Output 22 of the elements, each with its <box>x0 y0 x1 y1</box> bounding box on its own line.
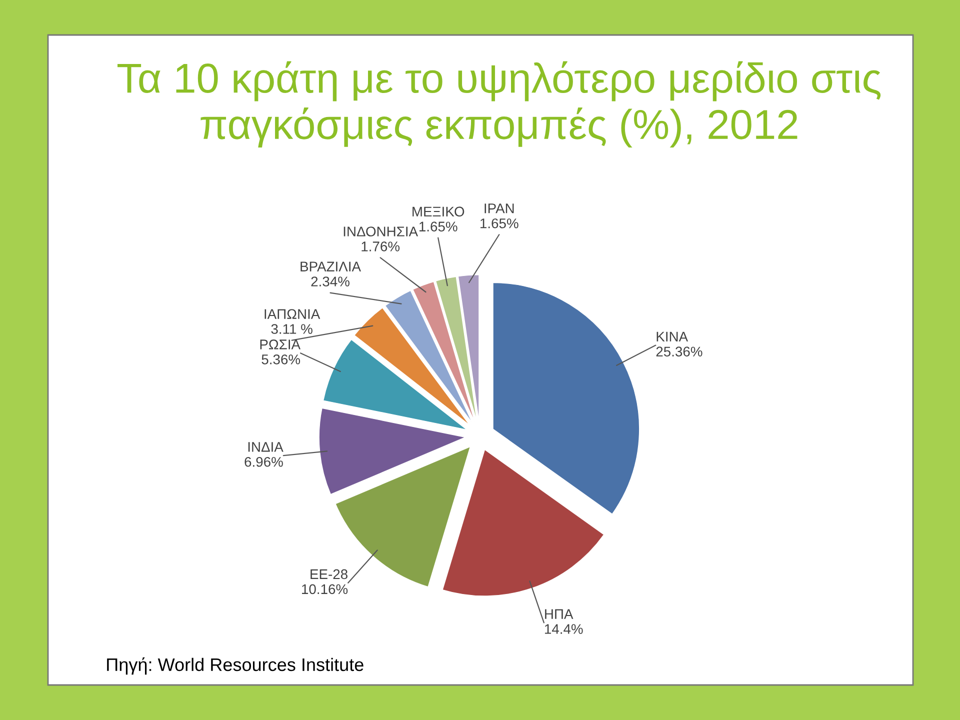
data-label: 5.36% <box>262 354 300 364</box>
slice-label: ΡΩΣΙΑ <box>260 340 301 350</box>
slice-label: ΗΠΑ <box>545 609 574 619</box>
slice-label: ΜΕΞΙΚΟ <box>412 206 464 217</box>
data-label: 1.65% <box>419 222 458 232</box>
data-label: 14.4% <box>544 624 583 634</box>
data-label: 10.16% <box>302 584 348 594</box>
slice-label: ΙΡΑΝ <box>484 204 514 214</box>
data-label: 1.76% <box>362 242 400 252</box>
chart-title: Τα 10 κράτη με το υψηλότερο μερίδιο στις παγκόσμιες εκπομπές (%), 2012 <box>118 61 881 148</box>
text: Πηγή: World Resources Institute <box>107 657 364 675</box>
data-label: 25.36% <box>656 346 702 357</box>
data-label: 3.11 % <box>271 324 312 334</box>
data-label: 1.65% <box>480 218 518 228</box>
data-label: 6.96% <box>244 456 283 467</box>
slice-label: ΙΑΠΩΝΙΑ <box>264 309 320 319</box>
slice-label: ΙΝΔΙΑ <box>248 442 284 452</box>
slice-label: ΕΕ-28 <box>310 569 348 580</box>
slice-label: ΒΡΑΖΙΛΙΑ <box>300 262 361 272</box>
slice-label: ΙΝΔΟΝΗΣΙΑ <box>344 226 418 236</box>
data-label: 2.34% <box>311 276 350 286</box>
slice-label: ΚΙΝΑ <box>656 332 688 342</box>
